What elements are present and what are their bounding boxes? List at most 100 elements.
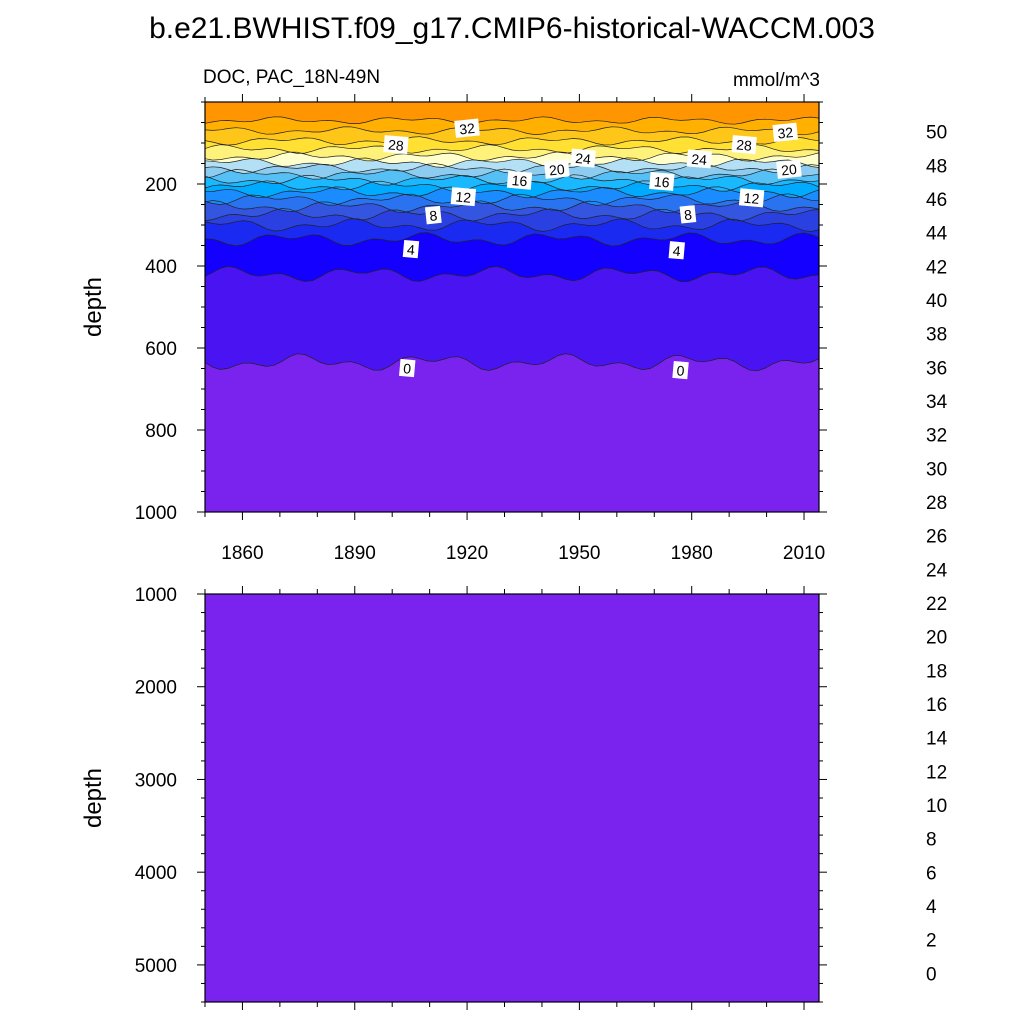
contour-label-bg <box>383 135 409 155</box>
colorbar-label: 16 <box>926 695 947 716</box>
contour-label-bg <box>570 148 596 168</box>
y-tick-label: 1000 <box>135 585 177 606</box>
y-tick-label: 3000 <box>135 770 177 791</box>
x-tick-label: 1920 <box>446 543 488 564</box>
contour-label-bg <box>679 205 697 224</box>
contour-label-bg <box>402 239 420 259</box>
contour-label-bg <box>649 171 675 191</box>
contour-line-2 <box>205 266 819 283</box>
contour-label-bg <box>450 187 477 207</box>
colorbar-label: 12 <box>926 762 947 783</box>
colorbar-label: 48 <box>926 156 947 177</box>
contour-line-32 <box>205 126 819 136</box>
contour-label-text: 16 <box>653 173 670 190</box>
contour-label: 16 <box>506 170 533 190</box>
contour-line-0 <box>205 353 819 372</box>
contour-label: 32 <box>772 122 799 143</box>
contour-label-bg <box>731 135 757 155</box>
colorbar-label: 14 <box>926 729 948 750</box>
contour-label: 28 <box>731 135 757 155</box>
colorbar: 5048464442403836343230282624222018161412… <box>926 123 948 986</box>
colorbar-label: 0 <box>926 964 937 985</box>
contour-line-12 <box>205 193 819 206</box>
contour-label-text: 0 <box>676 362 685 379</box>
contour-line-26 <box>205 151 819 162</box>
contour-label-text: 16 <box>511 172 528 189</box>
contour-line-10 <box>205 200 819 213</box>
colorbar-label: 40 <box>926 291 947 312</box>
contour-label: 20 <box>544 159 570 179</box>
contour-label: 28 <box>383 135 409 155</box>
x-tick-label: 2010 <box>783 543 825 564</box>
x-tick-label: 1890 <box>334 543 376 564</box>
y-tick-label: 5000 <box>135 956 177 977</box>
colorbar-label: 34 <box>926 392 948 413</box>
contour-label: 16 <box>649 171 675 191</box>
left-subtitle: DOC, PAC_18N-49N <box>203 67 380 88</box>
contour-label-text: 20 <box>548 161 565 179</box>
contour-label: 32 <box>454 118 480 138</box>
contour-label: 4 <box>668 241 685 260</box>
colorbar-label: 28 <box>926 493 947 514</box>
contour-line-30 <box>205 136 819 146</box>
contour-line-6 <box>205 218 819 232</box>
contour-label-text: 12 <box>743 190 760 207</box>
y-tick-label: 400 <box>145 257 177 278</box>
contour-label: 20 <box>776 159 802 179</box>
contour-line-4 <box>205 232 819 247</box>
contour-label: 24 <box>686 149 712 169</box>
colorbar-label: 38 <box>926 325 947 346</box>
colorbar-label: 26 <box>926 527 947 548</box>
contour-label-text: 4 <box>406 241 415 258</box>
contour-label: 24 <box>570 148 596 168</box>
colorbar-label: 6 <box>926 863 937 884</box>
lower-filled-contours <box>205 594 819 1002</box>
colorbar-label: 30 <box>926 459 947 480</box>
y-tick-label: 800 <box>145 421 177 442</box>
contour-label: 12 <box>450 187 477 207</box>
colorbar-label: 46 <box>926 190 947 211</box>
colorbar-label: 4 <box>926 897 937 918</box>
colorbar-label: 36 <box>926 358 947 379</box>
contour-line-28 <box>205 144 819 154</box>
contour-label-text: 8 <box>429 207 439 224</box>
colorbar-label: 32 <box>926 426 947 447</box>
contour-label-text: 24 <box>575 150 592 167</box>
colorbar-label: 50 <box>926 123 947 144</box>
contour-label-bg <box>425 205 442 225</box>
contour-label-bg <box>544 159 570 179</box>
contour-label-bg <box>668 241 685 260</box>
x-tick-label: 1980 <box>671 543 713 564</box>
contour-label-bg <box>738 188 765 208</box>
y-tick-label: 2000 <box>135 678 177 699</box>
upper-filled-contours <box>205 102 819 512</box>
upper-y-axis-label: depth <box>80 277 107 337</box>
contour-label: 0 <box>399 358 416 378</box>
contour-label-text: 32 <box>777 124 794 142</box>
contour-line-34 <box>205 116 819 125</box>
contour-label-text: 32 <box>459 120 476 138</box>
contour-label-text: 12 <box>455 188 472 205</box>
y-tick-label: 600 <box>145 339 177 360</box>
figure-title: b.e21.BWHIST.f09_g17.CMIP6-historical-WA… <box>149 12 875 45</box>
contour-label-text: 24 <box>691 151 708 168</box>
lower-y-axis-label: depth <box>80 768 107 828</box>
contour-label-text: 28 <box>736 136 753 153</box>
y-tick-label: 4000 <box>135 863 177 884</box>
contour-line-24 <box>205 157 819 168</box>
contour-label-text: 28 <box>387 136 404 153</box>
contour-label-bg <box>672 360 689 380</box>
contour-label-text: 4 <box>672 242 681 259</box>
contour-label-bg <box>399 358 416 378</box>
colorbar-label: 18 <box>926 661 947 682</box>
lower-panel: 1000 2000 3000 4000 5000 depth <box>80 585 827 1010</box>
colorbar-label: 8 <box>926 830 937 851</box>
contour-label: 8 <box>679 205 697 224</box>
x-tick-label: 1950 <box>558 543 600 564</box>
colorbar-label: 44 <box>926 224 948 245</box>
